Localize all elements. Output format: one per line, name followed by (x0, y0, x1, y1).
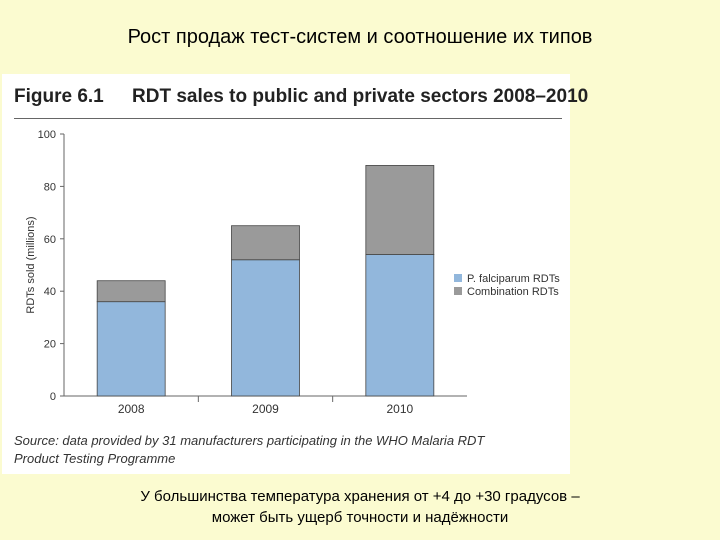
x-tick-label: 2008 (118, 402, 145, 416)
source-line-1: Source: data provided by 31 manufacturer… (14, 433, 485, 448)
x-tick-label: 2010 (386, 402, 413, 416)
legend-swatch (454, 287, 462, 295)
source-line-2: Product Testing Programme (14, 451, 176, 466)
figure-source: Source: data provided by 31 manufacturer… (14, 432, 564, 468)
legend-label: Combination RDTs (467, 286, 559, 298)
bar-pfalciparum-2010 (365, 254, 435, 397)
bar-chart: 0 20 40 60 80 100 RDTs sold (millions) 2008 2009… (25, 129, 560, 416)
y-axis-label: RDTs sold (millions) (25, 216, 37, 313)
y-tick-label: 80 (44, 181, 56, 193)
footnote-line-1: У большинства температура хранения от +4… (140, 488, 580, 505)
slide-title: Рост продаж тест-систем и соотношение их… (127, 26, 593, 48)
y-tick-label: 60 (44, 234, 56, 246)
y-tick-label: 100 (38, 129, 56, 141)
figure-header: Figure 6.1 RDT sales to public and privat… (14, 86, 588, 108)
figure-title: RDT sales to public and private sectors … (132, 86, 589, 107)
y-tick-label: 0 (50, 391, 56, 403)
footnote-line-2: может быть ущерб точности и надёжности (211, 509, 509, 526)
y-tick-label: 40 (44, 286, 56, 298)
figure-number: Figure 6.1 (14, 86, 104, 107)
bar-pfalciparum-2009 (231, 259, 300, 397)
slide-footnote: У большинства температура хранения от +4… (0, 486, 720, 528)
legend-label: P. falciparum RDTs (467, 273, 560, 285)
x-tick-label: 2009 (252, 402, 279, 416)
bar-combination-2008 (96, 280, 166, 303)
bar-combination-2010 (365, 165, 435, 255)
bar-pfalciparum-2008 (96, 301, 166, 397)
legend-swatch (454, 274, 462, 282)
figure-panel: Figure 6.1 RDT sales to public and privat… (2, 74, 588, 474)
figure-rule (14, 118, 562, 119)
bar-combination-2009 (231, 225, 300, 261)
y-tick-label: 20 (44, 339, 56, 351)
